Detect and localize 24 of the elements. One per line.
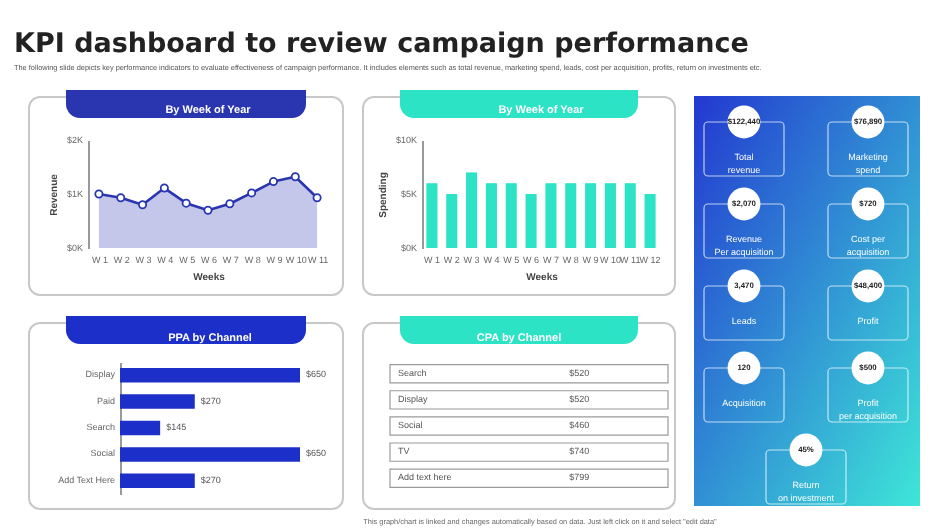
bar [525,194,537,248]
point [203,205,213,215]
bar [604,183,616,248]
bar [426,183,438,248]
bar [545,183,557,248]
point [138,200,148,210]
point [116,193,126,203]
point [159,183,169,193]
bar [644,194,656,248]
text: KPI dashboard to review campaign performance [14,28,749,60]
bar [624,183,636,248]
point [312,193,322,203]
bar [585,183,597,248]
bar [485,183,497,248]
bar [565,183,577,248]
point [181,198,191,208]
point [290,172,300,182]
bar [446,194,458,248]
point [247,188,257,198]
bar [466,172,478,248]
point [225,199,235,209]
point [268,177,278,187]
bar [505,183,517,248]
point [94,189,104,199]
